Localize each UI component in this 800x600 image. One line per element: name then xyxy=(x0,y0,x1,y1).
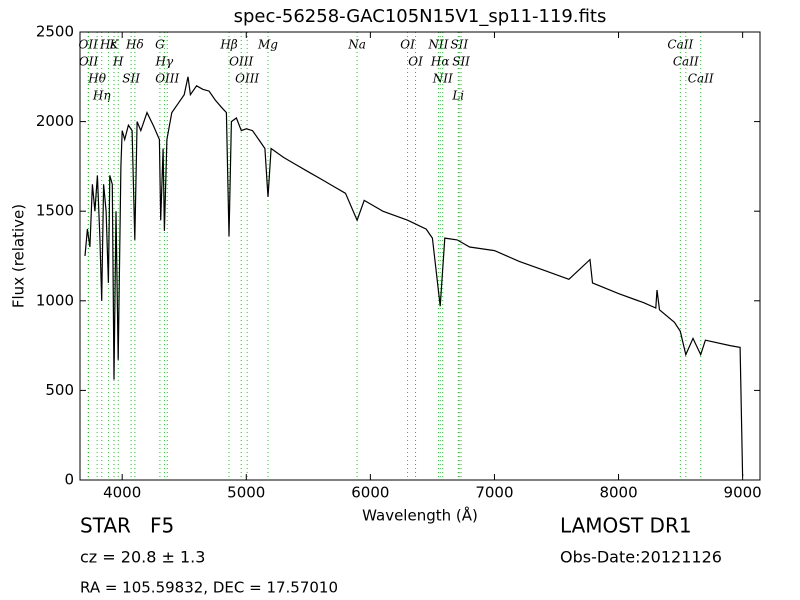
spectral-line-label: Hθ xyxy=(87,72,106,86)
spectral-line-label: Hδ xyxy=(125,38,144,52)
spectral-line-label: Hβ xyxy=(219,38,237,52)
spectral-line-label: Mg xyxy=(257,38,278,52)
spectral-line-label: SII xyxy=(122,72,140,86)
spectrum-line xyxy=(84,76,744,477)
spectral-line-label: Na xyxy=(347,38,366,52)
spectral-line-label: OI xyxy=(400,38,415,52)
x-tick-label: 8000 xyxy=(599,484,637,502)
x-tick-label: 7000 xyxy=(475,484,513,502)
spectral-line-label: Hε xyxy=(99,38,117,52)
spectral-line-label: CaII xyxy=(667,38,693,52)
spectral-line-label: Hα xyxy=(430,55,450,69)
annotation: RA = 105.59832, DEC = 17.57010 xyxy=(80,579,338,597)
y-tick-label: 500 xyxy=(45,381,74,399)
spectral-line-label: H xyxy=(112,55,124,69)
y-tick-label: 2000 xyxy=(36,112,74,130)
x-tick-label: 4000 xyxy=(103,484,141,502)
y-tick-label: 1500 xyxy=(36,202,74,220)
spectral-line-label: OIII xyxy=(155,72,179,86)
spectral-line-label: OI xyxy=(408,55,423,69)
spectral-line-label: OIII xyxy=(229,55,253,69)
x-tick-label: 6000 xyxy=(351,484,389,502)
x-tick-label: 5000 xyxy=(227,484,265,502)
spectral-line-label: Li xyxy=(451,89,464,103)
annotation: cz = 20.8 ± 1.3 xyxy=(80,548,205,567)
spectral-line-label: CaII xyxy=(673,55,699,69)
annotation: LAMOST DR1 xyxy=(560,514,692,538)
spectral-line-label: OII xyxy=(79,55,99,69)
spectral-line-label: Hη xyxy=(92,89,111,103)
spectral-line-label: K xyxy=(109,38,120,52)
y-tick-label: 2500 xyxy=(36,23,74,41)
x-axis-label: Wavelength (Å) xyxy=(362,506,478,525)
spectral-line-label: NII xyxy=(427,38,448,52)
spectral-line-label: SII xyxy=(452,55,470,69)
annotation: Obs-Date:20121126 xyxy=(560,548,722,567)
chart-title: spec-56258-GAC105N15V1_sp11-119.fits xyxy=(234,6,607,27)
spectral-line-label: OIII xyxy=(235,72,259,86)
y-axis-label: Flux (relative) xyxy=(10,204,28,308)
spectral-line-label: SII xyxy=(450,38,468,52)
spectral-line-label: G xyxy=(155,38,165,52)
plot-frame xyxy=(79,31,761,481)
y-tick-label: 0 xyxy=(64,471,74,489)
spectral-line-label: CaII xyxy=(688,72,714,86)
spectral-line-label: NII xyxy=(432,72,453,86)
annotation: STAR F5 xyxy=(80,514,174,538)
x-tick-label: 9000 xyxy=(724,484,762,502)
spectral-line-label: Hγ xyxy=(155,55,174,69)
y-tick-label: 1000 xyxy=(36,291,74,309)
